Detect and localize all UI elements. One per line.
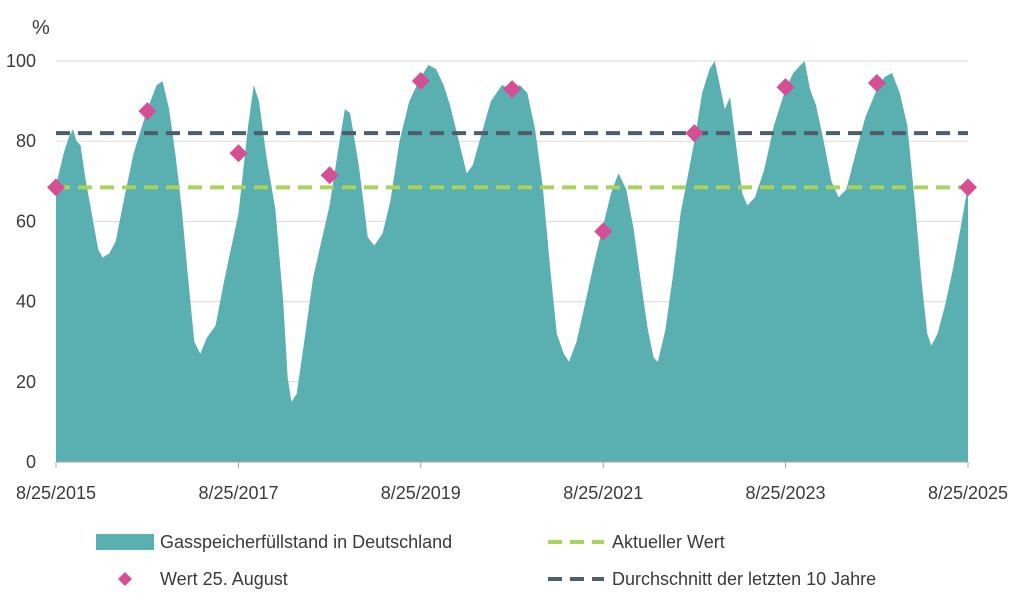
legend-swatch-diamond [118,572,132,586]
august-value-marker [229,144,248,163]
storage-area-series [56,61,968,462]
y-tick-label: 40 [16,292,36,312]
august-value-marker [411,72,430,91]
y-unit-label: % [32,17,50,39]
legend-label: Aktueller Wert [612,532,725,552]
august-value-marker [47,178,65,197]
august-value-marker [959,178,977,197]
x-tick-label: 8/25/2015 [16,483,96,503]
reference-lines-layer [56,131,968,190]
x-tick-label: 8/25/2021 [563,483,643,503]
legend-swatch-area [96,534,154,550]
y-tick-label: 100 [6,51,36,71]
august-value-marker [776,78,795,97]
legend-item: Gasspeicherfüllstand in Deutschland [96,532,452,552]
august-value-marker [320,166,339,185]
august-value-marker [138,102,157,121]
storage-area-layer [56,61,968,462]
y-tick-label: 80 [16,131,36,151]
x-tick-label: 8/25/2023 [745,483,825,503]
y-tick-label: 60 [16,211,36,231]
x-tick-label: 8/25/2017 [198,483,278,503]
legend: Gasspeicherfüllstand in Deutschland Aktue… [96,532,876,589]
legend-item: Durchschnitt der letzten 10 Jahre [548,569,876,589]
legend-label: Wert 25. August [160,569,288,589]
august-value-marker [503,80,522,99]
august-markers-layer [47,72,977,241]
y-tick-label: 0 [26,452,36,472]
legend-item: Wert 25. August [118,569,288,589]
august-value-marker [685,124,704,143]
axis-layer [55,461,969,468]
legend-label: Gasspeicherfüllstand in Deutschland [160,532,452,552]
august-value-marker [867,74,886,93]
x-tick-labels: 8/25/2015 8/25/2017 8/25/2019 8/25/2021 8/25… [16,483,1008,503]
x-tick-label: 8/25/2019 [381,483,461,503]
y-tick-labels: 0 20 40 60 80 100 [6,51,36,472]
legend-item: Aktueller Wert [548,532,725,552]
legend-label: Durchschnitt der letzten 10 Jahre [612,569,876,589]
x-tick-label: 8/25/2025 [928,483,1008,503]
august-value-marker [594,222,613,241]
y-tick-label: 20 [16,372,36,392]
